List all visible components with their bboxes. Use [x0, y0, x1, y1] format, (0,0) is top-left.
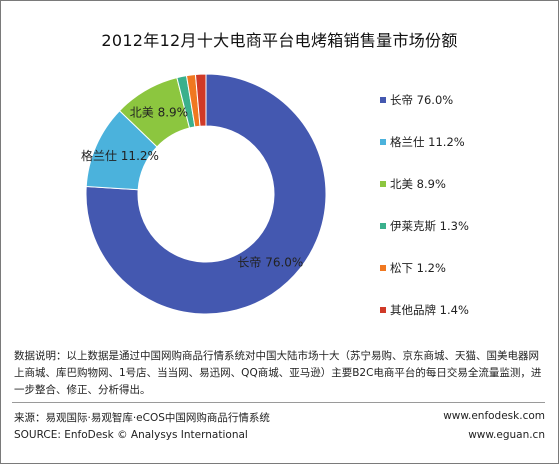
source-en: SOURCE: EnfoDesk © Analysys Internationa… [14, 429, 248, 441]
url-enfodesk: www.enfodesk.com [443, 410, 545, 422]
legend-value: 76.0% [416, 93, 454, 107]
legend-value: 8.9% [416, 177, 446, 192]
legend-swatch [380, 97, 386, 103]
footer-divider [12, 402, 545, 403]
url-eguan: www.eguan.cn [468, 429, 545, 441]
legend-label: 伊莱克斯 [390, 219, 436, 234]
data-label: 格兰仕 11.2% [81, 148, 159, 163]
legend-swatch [380, 265, 386, 272]
pie-slice [194, 73, 207, 127]
data-note: 数据说明：以上数据是通过中国网购商品行情系统对中国大陆市场十大（苏宁易购、京东商… [14, 350, 542, 396]
legend-label: 长帝 [390, 93, 413, 107]
legend-label: 其他品牌 [390, 303, 436, 318]
legend-swatch [380, 223, 386, 230]
legend-item: 松下 1.2% [380, 260, 555, 288]
data-label: 长帝 76.0% [237, 255, 303, 270]
legend-item: 格兰仕 11.2% [380, 134, 555, 162]
legend-value: 1.2% [416, 261, 446, 276]
legend-swatch [380, 181, 386, 188]
legend-item: 北美 8.9% [380, 176, 555, 204]
legend-label: 松下 [390, 261, 413, 276]
legend-value: 11.2% [428, 135, 465, 150]
legend-label: 北美 [390, 177, 413, 192]
legend-swatch [380, 139, 386, 146]
legend-value: 1.4% [439, 303, 469, 318]
data-label: 北美 8.9% [130, 106, 188, 120]
legend-item: 长帝 76.0% [380, 92, 555, 120]
chart-legend: 长帝 76.0% 格兰仕 11.2% 北美 8.9% 伊莱克斯 1.3% 松下 … [380, 92, 555, 345]
chart-title: 2012年12月十大电商平台电烤箱销售量市场份额 [101, 31, 458, 50]
legend-item: 伊莱克斯 1.3% [380, 218, 555, 246]
source-cn: 来源：易观国际·易观智库·eCOS中国网购商品行情系统 [14, 412, 270, 424]
legend-item: 其他品牌 1.4% [380, 302, 555, 330]
pie-slice [85, 73, 327, 315]
legend-value: 1.3% [439, 219, 469, 234]
legend-swatch [380, 307, 386, 314]
legend-label: 格兰仕 [390, 135, 425, 150]
